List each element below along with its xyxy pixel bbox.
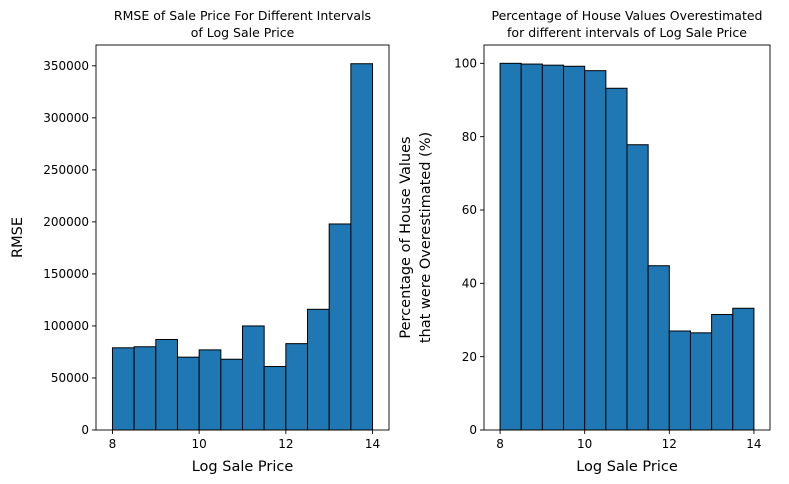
bar bbox=[328, 223, 352, 431]
y-tick-label: 0 bbox=[81, 423, 89, 437]
y-tick-label: 80 bbox=[462, 130, 477, 144]
chart-title: of Log Sale Price bbox=[191, 25, 295, 40]
axes-frame bbox=[95, 44, 390, 431]
y-tick-label: 60 bbox=[462, 203, 477, 217]
bar bbox=[584, 70, 607, 431]
axes-frame bbox=[483, 44, 771, 431]
y-axis-label: Percentage of House Values bbox=[398, 136, 414, 338]
y-tick-label: 200000 bbox=[43, 215, 89, 229]
bar bbox=[133, 346, 157, 431]
x-tick-label: 10 bbox=[577, 437, 592, 451]
bar bbox=[541, 64, 565, 431]
bar bbox=[499, 62, 522, 431]
bar bbox=[563, 65, 586, 431]
bar bbox=[647, 265, 670, 431]
y-axis-label: RMSE bbox=[10, 217, 26, 258]
x-tick-label: 14 bbox=[365, 437, 380, 451]
bar bbox=[285, 343, 309, 431]
bar bbox=[198, 349, 222, 431]
bar bbox=[689, 332, 713, 431]
y-tick-label: 300000 bbox=[43, 111, 89, 125]
y-tick-label: 0 bbox=[469, 423, 477, 437]
y-tick-label: 20 bbox=[462, 350, 477, 364]
y-tick-label: 100000 bbox=[43, 319, 89, 333]
x-axis-label: Log Sale Price bbox=[576, 459, 678, 475]
chart-title: Percentage of House Values Overestimated bbox=[491, 8, 762, 23]
bar bbox=[668, 330, 691, 431]
bar bbox=[220, 358, 243, 431]
y-axis-label: that were Overestimated (%) bbox=[418, 132, 434, 343]
bar bbox=[111, 347, 135, 431]
x-tick-label: 12 bbox=[662, 437, 677, 451]
y-tick-label: 40 bbox=[462, 277, 477, 291]
y-tick-label: 100 bbox=[454, 57, 477, 71]
x-tick-label: 8 bbox=[109, 437, 117, 451]
bar bbox=[350, 63, 374, 431]
bar bbox=[307, 308, 330, 431]
chart-title: RMSE of Sale Price For Different Interva… bbox=[114, 8, 371, 23]
bar bbox=[242, 325, 265, 431]
y-tick-label: 50000 bbox=[51, 371, 89, 385]
chart-title: for different intervals of Log Sale Pric… bbox=[507, 25, 747, 40]
y-tick-label: 150000 bbox=[43, 267, 89, 281]
chart-panel-2: 8 10 12 14 0 20 40 60 80 100 Percentage of House V… bbox=[398, 8, 771, 475]
bar bbox=[155, 338, 178, 431]
y-tick-label: 350000 bbox=[43, 59, 89, 73]
bar bbox=[520, 63, 543, 431]
x-tick-label: 8 bbox=[496, 437, 504, 451]
bar bbox=[711, 314, 734, 431]
chart-panel-1: 8 10 12 14 0 50000 100000 150000 200000 250000 300… bbox=[10, 8, 390, 475]
x-axis-label: Log Sale Price bbox=[192, 459, 294, 475]
bar bbox=[176, 356, 200, 431]
x-tick-label: 10 bbox=[192, 437, 207, 451]
x-tick-label: 14 bbox=[746, 437, 761, 451]
bar bbox=[732, 307, 755, 431]
bar bbox=[626, 144, 649, 431]
x-tick-label: 12 bbox=[278, 437, 293, 451]
y-tick-label: 250000 bbox=[43, 163, 89, 177]
bar bbox=[605, 87, 628, 431]
bar bbox=[263, 366, 287, 431]
